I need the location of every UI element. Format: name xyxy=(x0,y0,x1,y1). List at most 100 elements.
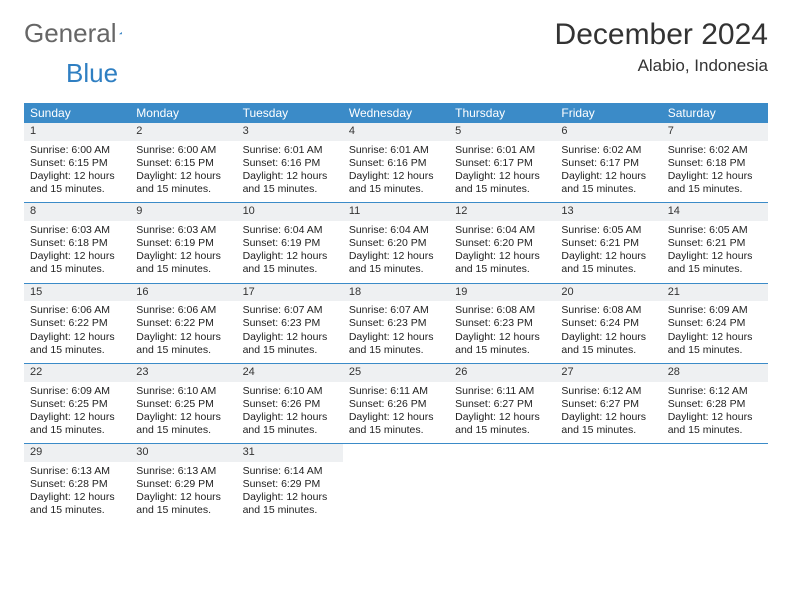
weekday-header: Sunday xyxy=(24,103,130,123)
day-details: Sunrise: 6:06 AMSunset: 6:22 PMDaylight:… xyxy=(24,301,130,363)
calendar-row: 8Sunrise: 6:03 AMSunset: 6:18 PMDaylight… xyxy=(24,203,768,283)
sunrise-text: Sunrise: 6:02 AM xyxy=(561,144,655,157)
day-number: 21 xyxy=(662,284,768,302)
calendar-cell: 6Sunrise: 6:02 AMSunset: 6:17 PMDaylight… xyxy=(555,123,661,203)
sunrise-text: Sunrise: 6:01 AM xyxy=(243,144,337,157)
sunrise-text: Sunrise: 6:03 AM xyxy=(30,224,124,237)
daylight-text: Daylight: 12 hours and 15 minutes. xyxy=(349,170,443,196)
sunrise-text: Sunrise: 6:03 AM xyxy=(136,224,230,237)
calendar-cell: 31Sunrise: 6:14 AMSunset: 6:29 PMDayligh… xyxy=(237,444,343,524)
sunrise-text: Sunrise: 6:00 AM xyxy=(136,144,230,157)
daylight-text: Daylight: 12 hours and 15 minutes. xyxy=(243,250,337,276)
daylight-text: Daylight: 12 hours and 15 minutes. xyxy=(668,331,762,357)
sunrise-text: Sunrise: 6:14 AM xyxy=(243,465,337,478)
day-number: 22 xyxy=(24,364,130,382)
sunset-text: Sunset: 6:21 PM xyxy=(561,237,655,250)
daylight-text: Daylight: 12 hours and 15 minutes. xyxy=(561,411,655,437)
sunrise-text: Sunrise: 6:12 AM xyxy=(561,385,655,398)
sunset-text: Sunset: 6:24 PM xyxy=(668,317,762,330)
daylight-text: Daylight: 12 hours and 15 minutes. xyxy=(136,491,230,517)
sunrise-text: Sunrise: 6:04 AM xyxy=(455,224,549,237)
day-details: Sunrise: 6:07 AMSunset: 6:23 PMDaylight:… xyxy=(343,301,449,363)
day-details: Sunrise: 6:06 AMSunset: 6:22 PMDaylight:… xyxy=(130,301,236,363)
day-details: Sunrise: 6:00 AMSunset: 6:15 PMDaylight:… xyxy=(130,141,236,203)
daylight-text: Daylight: 12 hours and 15 minutes. xyxy=(561,170,655,196)
sunset-text: Sunset: 6:27 PM xyxy=(455,398,549,411)
sunset-text: Sunset: 6:16 PM xyxy=(243,157,337,170)
sunrise-text: Sunrise: 6:06 AM xyxy=(30,304,124,317)
weekday-header: Thursday xyxy=(449,103,555,123)
day-number: 30 xyxy=(130,444,236,462)
day-details: Sunrise: 6:04 AMSunset: 6:19 PMDaylight:… xyxy=(237,221,343,283)
calendar-cell: 19Sunrise: 6:08 AMSunset: 6:23 PMDayligh… xyxy=(449,283,555,363)
day-number: 8 xyxy=(24,203,130,221)
sunset-text: Sunset: 6:27 PM xyxy=(561,398,655,411)
brand-logo: General xyxy=(24,18,141,49)
day-details: Sunrise: 6:08 AMSunset: 6:23 PMDaylight:… xyxy=(449,301,555,363)
day-number: 27 xyxy=(555,364,661,382)
sunrise-text: Sunrise: 6:01 AM xyxy=(455,144,549,157)
sunset-text: Sunset: 6:29 PM xyxy=(136,478,230,491)
sunset-text: Sunset: 6:18 PM xyxy=(668,157,762,170)
calendar-cell: 24Sunrise: 6:10 AMSunset: 6:26 PMDayligh… xyxy=(237,363,343,443)
daylight-text: Daylight: 12 hours and 15 minutes. xyxy=(30,250,124,276)
daylight-text: Daylight: 12 hours and 15 minutes. xyxy=(136,250,230,276)
sunset-text: Sunset: 6:15 PM xyxy=(30,157,124,170)
sunset-text: Sunset: 6:23 PM xyxy=(455,317,549,330)
calendar-cell: 14Sunrise: 6:05 AMSunset: 6:21 PMDayligh… xyxy=(662,203,768,283)
calendar-row: 22 Sunrise: 6:09 AMSunset: 6:25 PM Dayligh… xyxy=(24,363,768,443)
day-details: Sunrise: 6:11 AMSunset: 6:26 PMDaylight:… xyxy=(343,382,449,444)
day-number: 23 xyxy=(130,364,236,382)
day-number: 11 xyxy=(343,203,449,221)
day-number: 9 xyxy=(130,203,236,221)
daylight-text: Daylight: 12 hours and 15 minutes. xyxy=(561,250,655,276)
brand-word2: Blue xyxy=(66,58,118,88)
day-number: 14 xyxy=(662,203,768,221)
weekday-header: Saturday xyxy=(662,103,768,123)
day-details: Sunrise: 6:04 AMSunset: 6:20 PMDaylight:… xyxy=(449,221,555,283)
day-number: 2 xyxy=(130,123,236,141)
sunrise-text: Sunrise: 6:13 AM xyxy=(30,465,124,478)
sunset-text: Sunset: 6:28 PM xyxy=(668,398,762,411)
sunset-text: Sunset: 6:26 PM xyxy=(243,398,337,411)
calendar-cell xyxy=(662,444,768,524)
calendar-cell: 2Sunrise: 6:00 AMSunset: 6:15 PMDaylight… xyxy=(130,123,236,203)
day-number: 24 xyxy=(237,364,343,382)
day-details: Sunrise: 6:13 AMSunset: 6:29 PMDaylight:… xyxy=(130,462,236,524)
sunrise-text: Sunrise: 6:05 AM xyxy=(668,224,762,237)
calendar-row: 1Sunrise: 6:00 AMSunset: 6:15 PMDaylight… xyxy=(24,123,768,203)
sunset-text: Sunset: 6:25 PM xyxy=(30,398,124,411)
calendar-cell: 30Sunrise: 6:13 AMSunset: 6:29 PMDayligh… xyxy=(130,444,236,524)
sunset-text: Sunset: 6:26 PM xyxy=(349,398,443,411)
calendar-cell: 25Sunrise: 6:11 AMSunset: 6:26 PMDayligh… xyxy=(343,363,449,443)
sunset-text: Sunset: 6:17 PM xyxy=(561,157,655,170)
calendar-cell xyxy=(555,444,661,524)
daylight-text: Daylight: 12 hours and 15 minutes. xyxy=(30,491,124,517)
sunset-text: Sunset: 6:19 PM xyxy=(136,237,230,250)
day-number: 17 xyxy=(237,284,343,302)
sunrise-text: Sunrise: 6:12 AM xyxy=(668,385,762,398)
weekday-header-row: Sunday Monday Tuesday Wednesday Thursday… xyxy=(24,103,768,123)
sunrise-text: Sunrise: 6:08 AM xyxy=(561,304,655,317)
month-title: December 2024 xyxy=(555,18,768,52)
daylight-text: Daylight: 12 hours and 15 minutes. xyxy=(243,331,337,357)
day-details: Sunrise: 6:05 AMSunset: 6:21 PMDaylight:… xyxy=(555,221,661,283)
calendar-cell: 29Sunrise: 6:13 AMSunset: 6:28 PMDayligh… xyxy=(24,444,130,524)
day-number: 5 xyxy=(449,123,555,141)
sunset-text: Sunset: 6:16 PM xyxy=(349,157,443,170)
calendar-cell: 28Sunrise: 6:12 AMSunset: 6:28 PMDayligh… xyxy=(662,363,768,443)
sunrise-text: Sunrise: 6:07 AM xyxy=(349,304,443,317)
day-details: Sunrise: 6:10 AMSunset: 6:26 PMDaylight:… xyxy=(237,382,343,444)
calendar-cell: 10Sunrise: 6:04 AMSunset: 6:19 PMDayligh… xyxy=(237,203,343,283)
day-number: 15 xyxy=(24,284,130,302)
daylight-text: Daylight: 12 hours and 15 minutes. xyxy=(30,170,124,196)
daylight-text: Daylight: 12 hours and 15 minutes. xyxy=(136,170,230,196)
sunrise-text: Sunrise: 6:09 AM xyxy=(30,385,124,398)
day-number: 4 xyxy=(343,123,449,141)
day-details: Sunrise: 6:02 AMSunset: 6:17 PMDaylight:… xyxy=(555,141,661,203)
calendar-cell: 15Sunrise: 6:06 AMSunset: 6:22 PMDayligh… xyxy=(24,283,130,363)
daylight-text: Daylight: 12 hours and 15 minutes. xyxy=(668,170,762,196)
day-number: 1 xyxy=(24,123,130,141)
sunrise-text: Sunrise: 6:02 AM xyxy=(668,144,762,157)
calendar-cell xyxy=(449,444,555,524)
